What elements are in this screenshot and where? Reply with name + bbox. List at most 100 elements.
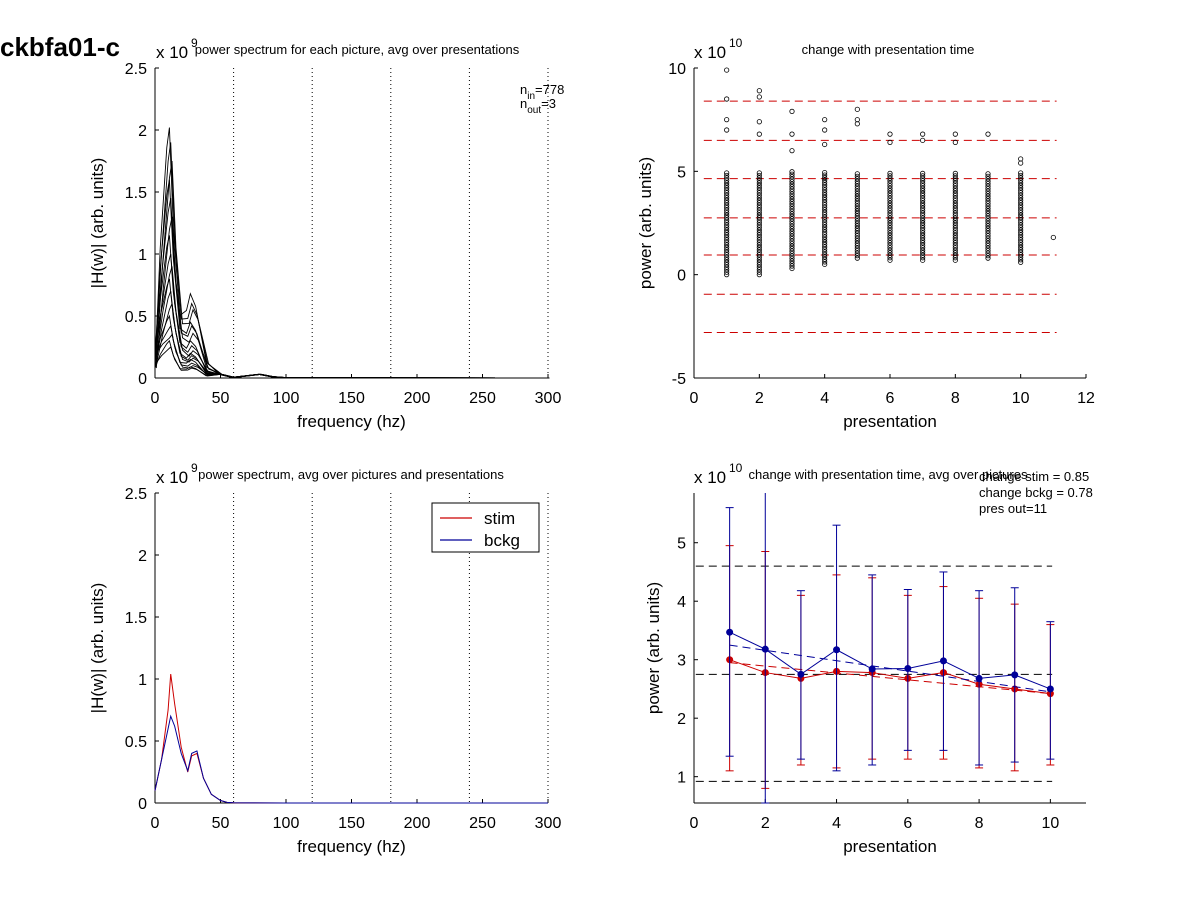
- y-tick-label: 1: [138, 247, 147, 264]
- scatter-point: [1018, 210, 1024, 216]
- scatter-point: [789, 169, 795, 175]
- scatter-point: [887, 175, 893, 181]
- scatter-point: [920, 225, 926, 231]
- scatter-point: [887, 170, 893, 176]
- scatter-point: [920, 232, 926, 238]
- scatter-point: [887, 247, 893, 253]
- panel-3: 0 50 100 150 200 250 300 0 0.5 1 1.5 2 2.5 power spec…: [88, 461, 561, 856]
- scatter-point: [920, 195, 926, 201]
- y-tick-label: 0.5: [125, 734, 147, 751]
- scatter-point: [1018, 237, 1024, 243]
- scatter-point: [789, 238, 795, 244]
- scatter-point: [985, 131, 991, 137]
- scatter-point: [1018, 239, 1024, 246]
- scatter-point: [756, 94, 762, 100]
- scatter-point: [952, 170, 958, 176]
- scatter-point: [985, 196, 991, 202]
- fit-line-stim: [729, 662, 1051, 695]
- scatter-point: [789, 193, 795, 200]
- axis-exponent-power: 9: [191, 461, 198, 475]
- scatter-point: [1018, 180, 1024, 186]
- scatter-point: [920, 173, 926, 179]
- axis-exponent: x 10: [156, 468, 188, 487]
- axis-exponent: x 10: [694, 468, 726, 487]
- scatter-point: [822, 217, 828, 223]
- series-point-bckg: [939, 657, 947, 665]
- scatter-point: [920, 257, 926, 263]
- scatter-point: [822, 251, 828, 258]
- scatter-point: [1018, 160, 1024, 166]
- scatter-point: [952, 195, 958, 201]
- scatter-point: [756, 247, 762, 253]
- scatter-point: [854, 191, 860, 197]
- scatter-point: [952, 247, 958, 253]
- scatter-point: [887, 188, 893, 194]
- scatter-point: [756, 172, 762, 179]
- scatter-point: [724, 254, 730, 260]
- scatter-point: [854, 176, 860, 182]
- scatter-point: [724, 172, 730, 179]
- x-tick-label: 0: [690, 815, 699, 832]
- x-axis-label: presentation: [843, 412, 937, 431]
- scatter-point: [985, 210, 991, 217]
- scatter-point: [985, 253, 991, 259]
- scatter-point: [854, 235, 860, 241]
- scatter-point: [724, 182, 730, 188]
- scatter-point: [854, 203, 860, 209]
- series-point-bckg: [797, 670, 805, 678]
- x-tick-label: 300: [535, 815, 562, 832]
- scatter-point: [724, 177, 730, 184]
- scatter-point: [952, 175, 958, 181]
- scatter-point: [724, 210, 730, 216]
- scatter-point: [756, 232, 762, 238]
- scatter-point: [822, 249, 828, 255]
- scatter-point: [822, 187, 828, 193]
- scatter-point: [822, 219, 828, 225]
- scatter-point: [822, 239, 828, 245]
- scatter-point: [724, 202, 730, 208]
- panel-1: 0 50 100 150 200 250 300 0 0.5 1 1.5 2 2.5 power spec…: [88, 36, 564, 431]
- scatter-point: [952, 188, 958, 194]
- series-line-stim: [729, 659, 1051, 695]
- y-tick-label: 0: [138, 796, 147, 813]
- y-tick-label: 2: [138, 123, 147, 140]
- scatter-point: [920, 252, 926, 258]
- scatter-point: [756, 222, 762, 228]
- x-tick-label: 0: [151, 390, 160, 407]
- y-axis-label: |H(w)| (arb. units): [88, 158, 107, 289]
- y-tick-label: 1: [138, 672, 147, 689]
- legend-box: [431, 502, 540, 553]
- scatter-point: [756, 257, 762, 263]
- y-tick-label: 3: [677, 653, 686, 670]
- scatter-point: [1018, 234, 1024, 241]
- scatter-point: [724, 259, 730, 265]
- scatter-point: [789, 206, 795, 212]
- x-tick-label: 8: [975, 815, 984, 832]
- y-tick-label: 0.5: [125, 309, 147, 326]
- scatter-point: [887, 183, 893, 189]
- scatter-point: [756, 175, 762, 181]
- scatter-point: [789, 263, 795, 269]
- scatter-point: [789, 233, 795, 239]
- y-axis-label: power (arb. units): [644, 582, 663, 714]
- scatter-point: [789, 148, 795, 154]
- scatter-point: [920, 247, 926, 253]
- scatter-point: [920, 210, 926, 216]
- scatter-point: [887, 217, 893, 224]
- scatter-point: [887, 240, 893, 246]
- spectrum-line: [155, 216, 550, 379]
- scatter-point: [854, 106, 860, 112]
- scatter-point: [756, 187, 762, 193]
- scatter-point: [952, 198, 958, 204]
- scatter-point: [724, 217, 730, 223]
- change-annotation: change bckg = 0.78: [979, 485, 1093, 500]
- scatter-point: [789, 131, 795, 137]
- scatter-point: [985, 220, 991, 227]
- scatter-point: [724, 237, 730, 243]
- scatter-point: [756, 234, 762, 241]
- scatter-point: [985, 235, 991, 241]
- change-annotation: change stim = 0.85: [979, 469, 1089, 484]
- scatter-point: [854, 255, 860, 261]
- scatter-point: [756, 197, 762, 203]
